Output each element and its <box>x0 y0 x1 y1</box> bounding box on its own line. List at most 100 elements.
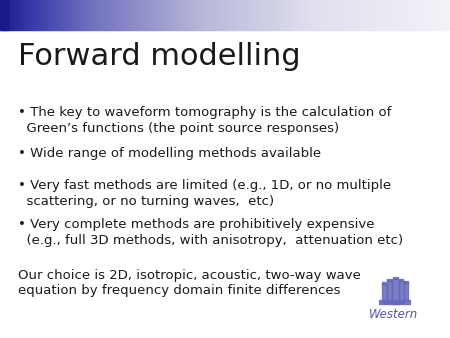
Bar <box>212 0 213 30</box>
Bar <box>323 0 324 30</box>
Bar <box>381 0 383 30</box>
Text: Our choice is 2D, isotropic, acoustic, two-way wave
equation by frequency domain: Our choice is 2D, isotropic, acoustic, t… <box>18 269 361 297</box>
Bar <box>279 0 281 30</box>
Bar <box>368 0 369 30</box>
Bar <box>91 0 94 30</box>
Bar <box>81 0 83 30</box>
Bar <box>235 0 238 30</box>
Bar <box>348 0 350 30</box>
Bar <box>108 0 110 30</box>
Bar <box>255 0 257 30</box>
Bar <box>414 0 416 30</box>
Bar <box>345 0 347 30</box>
Text: • Wide range of modelling methods available: • Wide range of modelling methods availa… <box>18 147 321 160</box>
Bar <box>288 0 290 30</box>
Bar <box>251 0 252 30</box>
Bar <box>57 0 59 30</box>
Bar <box>374 0 375 30</box>
Bar <box>226 0 229 30</box>
Bar <box>429 0 431 30</box>
Bar <box>256 0 258 30</box>
Bar <box>333 0 335 30</box>
Bar <box>325 0 328 30</box>
Bar <box>75 0 77 30</box>
Bar <box>332 0 333 30</box>
Bar <box>14 0 15 30</box>
Bar <box>384 0 386 30</box>
Bar <box>36 0 38 30</box>
Bar <box>392 277 394 279</box>
Bar <box>359 0 360 30</box>
Bar <box>407 282 408 283</box>
Bar <box>390 0 392 30</box>
Bar <box>426 0 428 30</box>
Bar <box>270 0 272 30</box>
Bar <box>228 0 230 30</box>
Text: • Very complete methods are prohibitively expensive
  (e.g., full 3D methods, wi: • Very complete methods are prohibitivel… <box>18 218 403 246</box>
Bar <box>249 0 251 30</box>
Bar <box>58 0 60 30</box>
Bar <box>50 0 51 30</box>
Bar <box>391 279 392 281</box>
Text: Forward modelling: Forward modelling <box>18 42 301 71</box>
Bar <box>222 0 224 30</box>
Bar <box>39 0 41 30</box>
Bar <box>305 0 306 30</box>
Bar <box>406 0 409 30</box>
Bar <box>356 0 357 30</box>
Bar <box>375 0 377 30</box>
Bar <box>433 0 436 30</box>
Bar <box>234 0 236 30</box>
Bar <box>176 0 177 30</box>
Bar <box>336 0 338 30</box>
Bar <box>215 0 216 30</box>
Bar <box>350 0 351 30</box>
Bar <box>224 0 225 30</box>
Bar <box>294 0 296 30</box>
Bar <box>314 0 315 30</box>
Bar <box>78 0 80 30</box>
Bar <box>261 0 263 30</box>
Bar <box>253 0 256 30</box>
Bar <box>46 0 49 30</box>
Bar <box>154 0 157 30</box>
Bar <box>300 0 302 30</box>
Bar <box>172 0 175 30</box>
Bar <box>98 0 99 30</box>
Bar <box>171 0 173 30</box>
Bar <box>189 0 191 30</box>
Bar <box>287 0 288 30</box>
Bar <box>435 0 437 30</box>
Bar <box>37 0 40 30</box>
Bar <box>170 0 171 30</box>
Bar <box>252 0 254 30</box>
Bar <box>278 0 279 30</box>
Bar <box>48 0 50 30</box>
Bar <box>202 0 204 30</box>
Bar <box>22 0 24 30</box>
Bar <box>382 284 387 303</box>
Bar <box>238 0 240 30</box>
Bar <box>444 0 446 30</box>
Bar <box>342 0 344 30</box>
Bar <box>96 0 98 30</box>
Bar <box>162 0 164 30</box>
Bar <box>114 0 116 30</box>
Bar <box>423 0 425 30</box>
Bar <box>397 277 398 279</box>
Bar <box>422 0 423 30</box>
Bar <box>201 0 203 30</box>
Bar <box>364 0 366 30</box>
Bar <box>55 0 58 30</box>
Bar <box>262 0 265 30</box>
Bar <box>383 283 384 284</box>
Bar <box>4 0 6 30</box>
Bar <box>387 279 388 281</box>
Bar <box>42 0 44 30</box>
Bar <box>89 0 90 30</box>
Bar <box>360 0 362 30</box>
Bar <box>220 0 222 30</box>
Bar <box>392 0 393 30</box>
Bar <box>316 0 319 30</box>
Bar <box>273 0 275 30</box>
